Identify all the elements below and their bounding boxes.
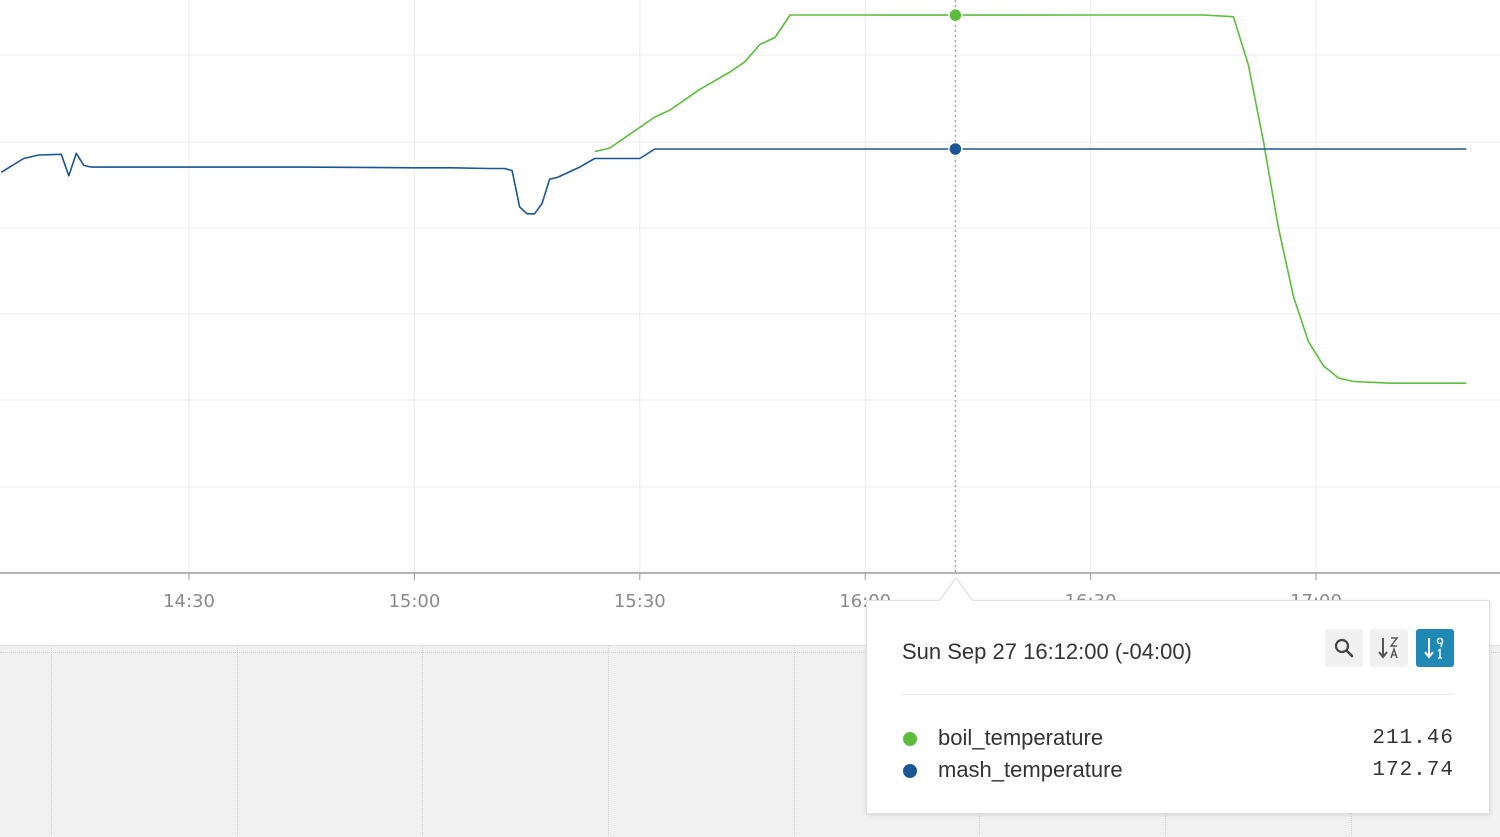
sort-alphabetical-button[interactable] [1370, 629, 1408, 667]
series-name: mash_temperature [938, 757, 1123, 782]
series-value: 172.74 [1372, 759, 1454, 782]
x-tick-label: 15:30 [614, 591, 666, 612]
series-dot-mash [903, 764, 917, 778]
x-tick-label: 14:30 [163, 591, 215, 612]
hover-markers [948, 7, 963, 157]
series-value: 211.46 [1372, 727, 1454, 750]
panel-gridline [794, 646, 795, 837]
search-icon [1334, 638, 1354, 658]
tooltip-timestamp: Sun Sep 27 16:12:00 (-04:00) [902, 639, 1192, 664]
sort-numeric-icon [1424, 637, 1444, 659]
series-lines [0, 14, 1467, 385]
tooltip-arrow [939, 579, 973, 602]
series-dot-boil [903, 732, 917, 746]
panel-gridline [237, 646, 238, 837]
tooltip-row: mash_temperature 172.74 [902, 757, 1454, 785]
panel-gridline [0, 652, 1500, 653]
panel-gridline [608, 646, 609, 837]
hover-tooltip: Sun Sep 27 16:12:00 (-04:00) boil_temper… [866, 577, 1490, 814]
search-button[interactable] [1325, 629, 1363, 667]
panel-gridline [422, 646, 423, 837]
grid [0, 0, 1500, 573]
x-tick-label: 15:00 [388, 591, 440, 612]
series-line-mash_temperature [0, 148, 1467, 215]
hover-marker-mash_temperature [948, 141, 963, 157]
tooltip-row: boil_temperature 211.46 [902, 725, 1454, 753]
tooltip-divider [902, 694, 1454, 695]
panel-gridline [51, 646, 52, 837]
series-name: boil_temperature [938, 725, 1104, 750]
sort-alpha-icon [1378, 637, 1399, 659]
hover-marker-boil_temperature [948, 7, 963, 23]
sort-numeric-button[interactable] [1416, 629, 1454, 667]
series-line-boil_temperature [594, 14, 1467, 385]
